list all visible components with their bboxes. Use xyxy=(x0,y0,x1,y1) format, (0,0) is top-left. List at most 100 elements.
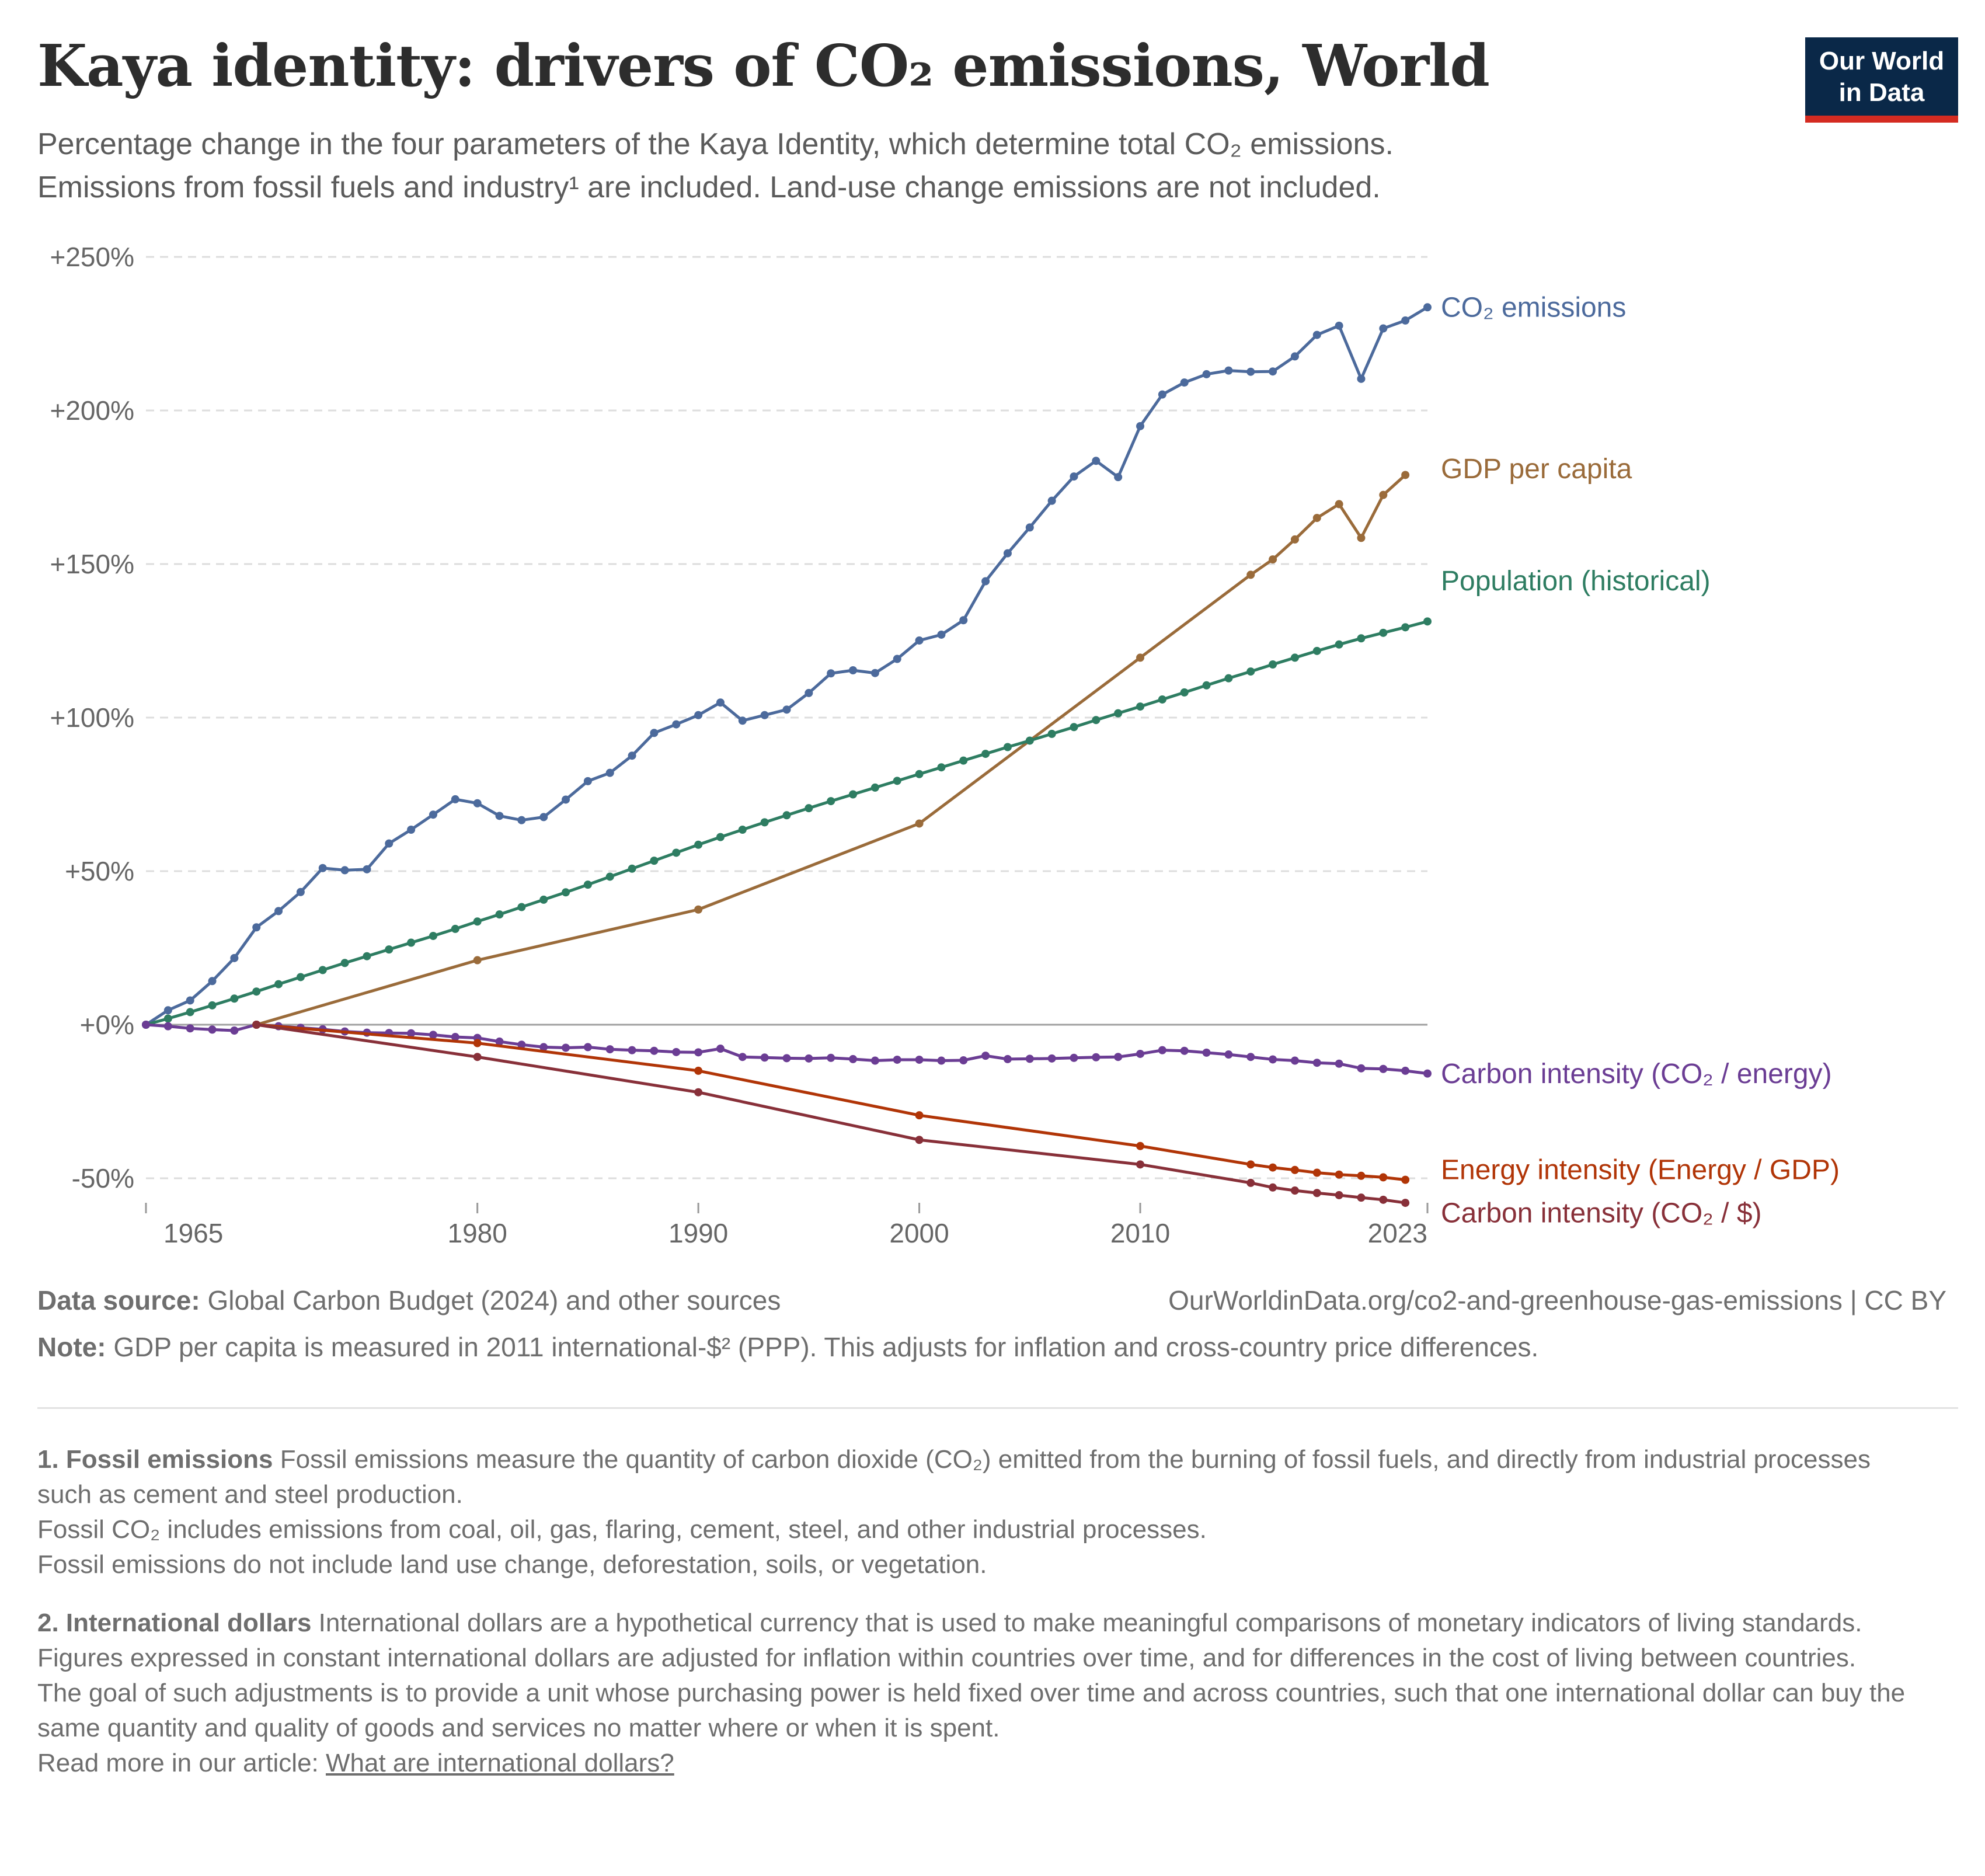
data-point-carbon-intensity-co-energy xyxy=(1070,1053,1078,1062)
footnote-2-line-2: Figures expressed in constant internatio… xyxy=(37,1644,1857,1672)
data-point-carbon-intensity-co-energy xyxy=(451,1033,459,1042)
data-point-carbon-intensity-co-energy xyxy=(1357,1064,1366,1073)
data-point-carbon-intensity-co xyxy=(252,1021,261,1029)
data-point-carbon-intensity-co xyxy=(1379,1195,1388,1204)
data-point-population-historical xyxy=(650,857,659,865)
series-label-carbon-intensity-co-energy: Carbon intensity (CO₂ / energy) xyxy=(1441,1059,1832,1090)
series-lines xyxy=(142,303,1432,1207)
data-point-carbon-intensity-co-energy xyxy=(694,1048,703,1057)
data-point-carbon-intensity-co-energy xyxy=(893,1055,901,1064)
footnote-1-label: 1. Fossil emissions xyxy=(37,1445,273,1474)
data-point-population-historical xyxy=(1379,628,1388,637)
data-point-carbon-intensity-co-energy xyxy=(849,1054,858,1063)
data-source: Data source: Global Carbon Budget (2024)… xyxy=(37,1285,781,1315)
data-point-carbon-intensity-co-energy xyxy=(1180,1046,1189,1055)
data-point-co-emissions xyxy=(230,953,239,962)
data-point-co-emissions xyxy=(296,887,305,896)
data-point-energy-intensity-energy-gdp xyxy=(915,1111,924,1120)
data-point-population-historical xyxy=(893,777,901,785)
data-point-co-emissions xyxy=(517,816,526,824)
source-label: Data source: xyxy=(37,1285,200,1315)
data-point-population-historical xyxy=(1047,729,1056,738)
chart-subtitle: Percentage change in the four parameters… xyxy=(37,123,1730,209)
data-point-co-emissions xyxy=(163,1006,172,1015)
data-point-carbon-intensity-co-energy xyxy=(716,1045,725,1053)
data-point-carbon-intensity-co xyxy=(1401,1199,1410,1207)
data-point-carbon-intensity-co-energy xyxy=(1335,1059,1343,1068)
data-point-co-emissions xyxy=(1025,523,1034,532)
data-point-population-historical xyxy=(274,980,283,989)
data-point-gdp-per-capita xyxy=(473,956,482,965)
x-tick-label: 2023 xyxy=(1368,1218,1427,1248)
data-point-gdp-per-capita xyxy=(1312,514,1321,523)
data-point-population-historical xyxy=(1003,743,1012,751)
x-tick-label: 1980 xyxy=(448,1218,507,1248)
data-point-carbon-intensity-co xyxy=(1335,1191,1343,1199)
international-dollars-link[interactable]: What are international dollars? xyxy=(326,1749,674,1777)
data-point-co-emissions xyxy=(870,669,879,677)
series-label-gdp-per-capita: GDP per capita xyxy=(1441,454,1632,485)
data-point-gdp-per-capita xyxy=(1335,500,1343,509)
data-point-population-historical xyxy=(1401,623,1410,632)
data-point-population-historical xyxy=(1114,709,1123,718)
data-point-population-historical xyxy=(738,825,747,834)
data-point-population-historical xyxy=(937,763,946,772)
data-point-carbon-intensity-co-energy xyxy=(1202,1048,1211,1057)
data-point-population-historical xyxy=(1202,681,1211,690)
data-point-carbon-intensity-co-energy xyxy=(870,1056,879,1065)
source-url[interactable]: OurWorldinData.org/co2-and-greenhouse-ga… xyxy=(1168,1285,1946,1315)
data-point-co-emissions xyxy=(340,866,349,875)
footnotes: 1. Fossil emissions Fossil emissions mea… xyxy=(37,1442,1917,1781)
data-point-population-historical xyxy=(1312,646,1321,655)
data-point-population-historical xyxy=(1092,716,1101,725)
x-axis-ticks: 1965 1980 1990 2000 2010 2023 xyxy=(145,1203,1429,1248)
series-line-co-emissions xyxy=(145,306,1429,1026)
subtitle-line-2: Emissions from fossil fuels and industry… xyxy=(37,170,1381,204)
data-point-population-historical xyxy=(429,931,437,940)
data-point-carbon-intensity-co-energy xyxy=(186,1024,194,1033)
y-tick-label: +250% xyxy=(50,242,134,272)
data-point-population-historical xyxy=(363,952,371,960)
data-point-population-historical xyxy=(340,959,349,967)
data-point-carbon-intensity-co-energy xyxy=(959,1056,968,1065)
data-point-carbon-intensity-co-energy xyxy=(1401,1066,1410,1075)
owid-logo[interactable]: Our World in Data xyxy=(1805,37,1958,123)
data-point-population-historical xyxy=(451,924,459,933)
footnote-1: 1. Fossil emissions Fossil emissions mea… xyxy=(37,1442,1917,1512)
source-text: Global Carbon Budget (2024) and other so… xyxy=(207,1285,781,1315)
series-line-population-historical xyxy=(145,619,1428,1026)
logo-line-1: Our World xyxy=(1819,47,1945,75)
data-point-co-emissions xyxy=(605,768,614,777)
data-point-co-emissions xyxy=(628,751,636,760)
data-point-population-historical xyxy=(1423,617,1432,626)
data-point-energy-intensity-energy-gdp xyxy=(1312,1168,1321,1177)
data-point-co-emissions xyxy=(1269,367,1277,376)
y-tick-label: +0% xyxy=(80,1010,134,1040)
data-point-population-historical xyxy=(760,818,769,827)
data-point-population-historical xyxy=(1335,640,1343,649)
data-point-co-emissions xyxy=(1335,321,1343,330)
data-point-population-historical xyxy=(827,797,835,806)
data-point-carbon-intensity-co-energy xyxy=(650,1046,659,1055)
data-point-carbon-intensity-co xyxy=(1312,1189,1321,1198)
data-point-co-emissions xyxy=(716,698,725,707)
data-point-co-emissions xyxy=(208,977,217,986)
data-point-carbon-intensity-co-energy xyxy=(672,1047,681,1056)
footnote-1-line-3: Fossil emissions do not include land use… xyxy=(37,1550,987,1579)
data-point-energy-intensity-energy-gdp xyxy=(1335,1170,1343,1179)
data-point-energy-intensity-energy-gdp xyxy=(1136,1141,1145,1150)
data-point-population-historical xyxy=(805,804,813,813)
data-point-co-emissions xyxy=(1401,316,1410,325)
data-point-co-emissions xyxy=(186,996,194,1005)
data-point-carbon-intensity-co-energy xyxy=(1423,1069,1432,1078)
note-label: Note: xyxy=(37,1332,106,1362)
data-point-population-historical xyxy=(583,880,592,889)
data-point-co-emissions xyxy=(451,795,459,803)
data-point-carbon-intensity-co-energy xyxy=(937,1056,946,1065)
data-point-population-historical xyxy=(1158,695,1166,704)
data-point-carbon-intensity-co-energy xyxy=(142,1021,150,1029)
data-point-energy-intensity-energy-gdp xyxy=(1401,1175,1410,1184)
data-point-carbon-intensity-co-energy xyxy=(1114,1053,1123,1061)
footnote-2-line-3: The goal of such adjustments is to provi… xyxy=(37,1679,1906,1742)
data-point-carbon-intensity-co-energy xyxy=(1312,1059,1321,1067)
